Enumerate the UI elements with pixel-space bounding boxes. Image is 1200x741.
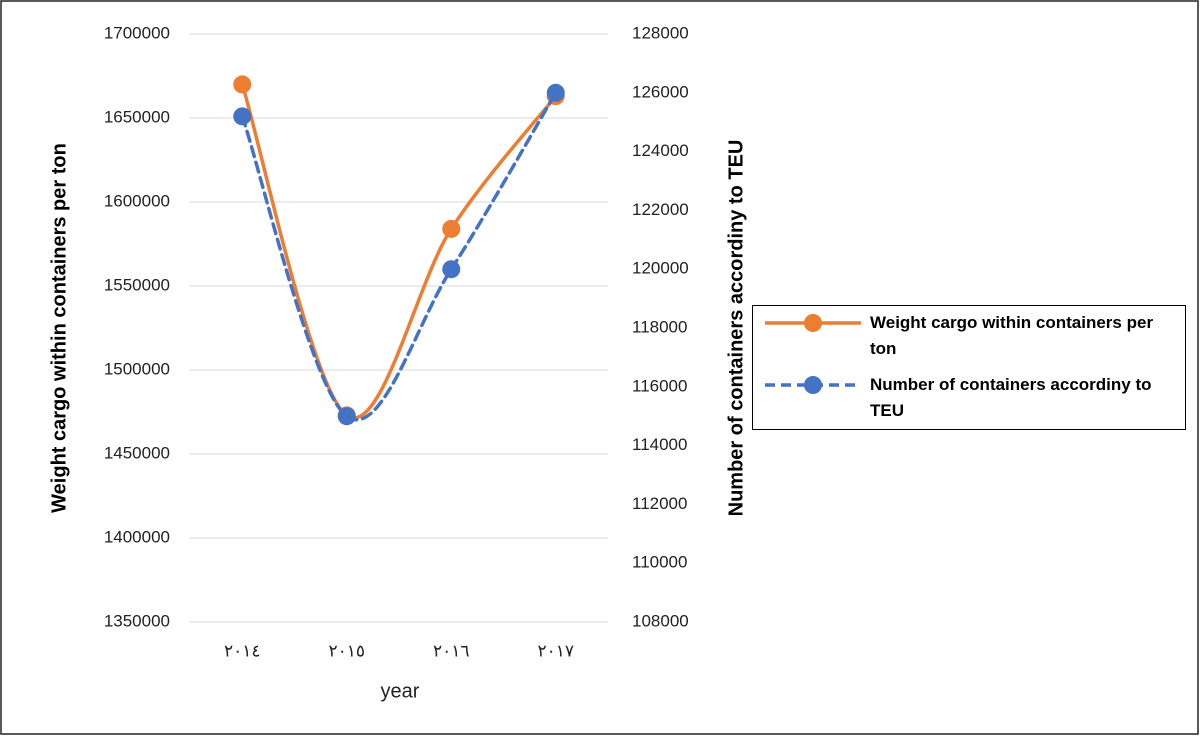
- legend-item: Weight cargo within containers per ton: [753, 306, 1183, 362]
- legend-marker: [804, 314, 822, 332]
- data-point: [337, 407, 356, 426]
- y2-tick-label: 108000: [632, 611, 689, 630]
- data-point: [546, 83, 565, 102]
- x-tick-label: ٢٠١٥: [328, 641, 365, 660]
- x-tick-label: ٢٠١٧: [537, 641, 574, 660]
- series-line: [240, 91, 558, 422]
- y-tick-label: 1600000: [104, 191, 170, 210]
- y2-tick-label: 110000: [632, 553, 687, 572]
- y-axis-title: Weight cargo within containers per ton: [48, 143, 70, 513]
- y2-tick-label: 122000: [632, 200, 689, 219]
- y2-tick-label: 128000: [632, 23, 689, 42]
- legend-swatch: [765, 376, 861, 394]
- y2-tick-label: 116000: [632, 376, 687, 395]
- series-line: [240, 82, 558, 420]
- x-axis-title: year: [381, 680, 420, 702]
- y-tick-label: 1700000: [104, 23, 170, 42]
- data-point: [442, 260, 461, 279]
- y-tick-label: 1650000: [104, 107, 170, 126]
- y2-tick-label: 114000: [632, 435, 687, 454]
- y2-axis-title: Number of containers accordiny to TEU: [725, 140, 747, 517]
- x-tick-label: ٢٠١٤: [224, 641, 261, 660]
- y2-tick-label: 126000: [632, 82, 689, 101]
- y2-tick-label: 124000: [632, 141, 689, 160]
- legend: Weight cargo within containers per ton Nu…: [752, 305, 1186, 430]
- y-tick-label: 1350000: [104, 611, 170, 630]
- legend-item: Number of containers accordiny to TEU: [753, 368, 1183, 424]
- y-tick-label: 1450000: [104, 443, 170, 462]
- y-tick-label: 1550000: [104, 275, 170, 294]
- y-tick-label: 1500000: [104, 359, 170, 378]
- data-point: [233, 75, 252, 94]
- data-point: [233, 107, 252, 126]
- x-tick-label: ٢٠١٦: [433, 641, 470, 660]
- y2-tick-label: 118000: [632, 317, 687, 336]
- y2-tick-label: 112000: [632, 494, 687, 513]
- y-tick-label: 1400000: [104, 527, 170, 546]
- data-point: [442, 219, 461, 238]
- legend-marker: [804, 376, 822, 394]
- legend-label: Weight cargo within containers per ton: [870, 313, 1154, 358]
- legend-label: Number of containers accordiny to TEU: [870, 375, 1152, 420]
- legend-swatch: [765, 314, 861, 332]
- y2-tick-label: 120000: [632, 259, 689, 278]
